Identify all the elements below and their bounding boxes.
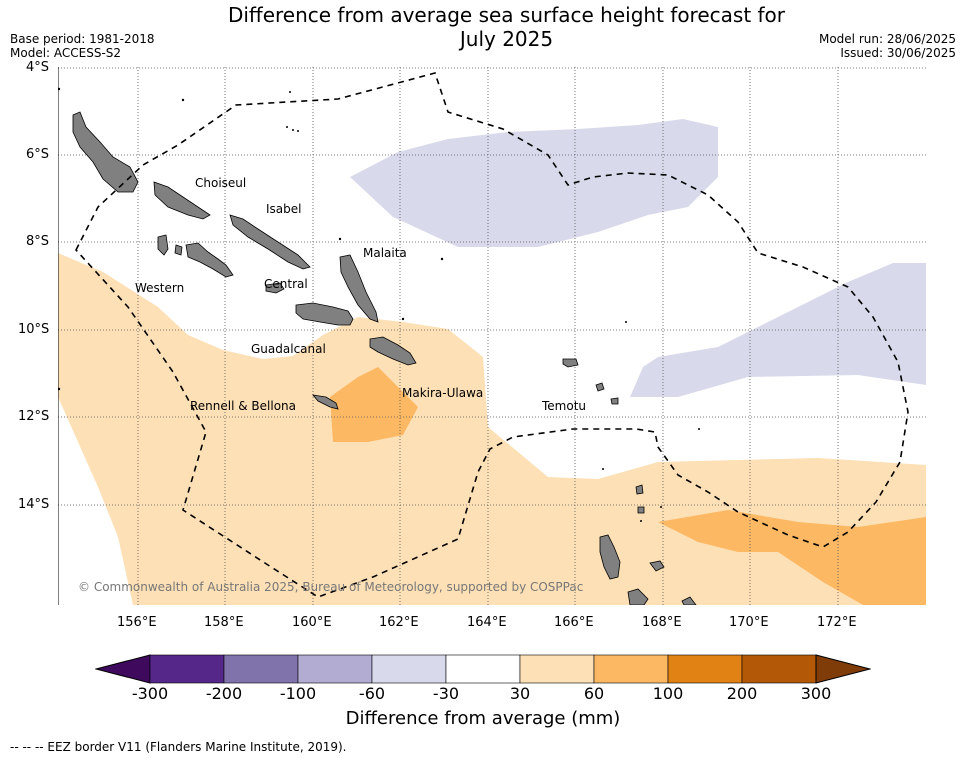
island-small-1 [595,382,605,392]
anomaly-area-60-100-central [330,367,418,442]
label-rennell-bellona: Rennell & Bellona [190,399,297,413]
island-malaita [339,254,379,323]
anomaly-area-neg-north [350,119,718,247]
label-guadalcanal: Guadalcanal [251,342,326,356]
colorbar-swatch-8 [741,654,817,684]
colorbar-swatch-4 [445,654,521,684]
colorbar-swatch-0 [149,654,225,684]
island-bougainville [72,111,139,193]
lon-tick-172e: 172°E [817,615,857,630]
lat-tick-6s: 6°S [26,147,50,162]
graticule [58,67,926,605]
lon-tick-158e: 158°E [204,615,244,630]
island-santa-cruz [562,358,579,368]
label-makira-ulawa: Makira-Ulawa [402,386,484,400]
island-vanuatu-a [599,534,621,580]
cb-label-5: 30 [509,684,531,703]
label-isabel: Isabel [266,202,302,216]
label-central: Central [264,277,308,291]
issued-date: Issued: 30/06/2025 [840,46,956,60]
island-vanuatu-d [681,596,697,605]
lon-tick-166e: 166°E [554,615,594,630]
cb-label-7: 100 [652,684,684,703]
cb-label-9: 300 [800,684,832,703]
label-temotu: Temotu [542,399,587,413]
eez-legend-note: -- -- -- EEZ border V11 (Flanders Marine… [10,740,347,754]
island-vanuatu-c [649,560,665,572]
cb-label-1: -200 [205,684,243,703]
colorbar-title: Difference from average (mm) [345,708,621,729]
lat-tick-8s: 8°S [26,234,50,249]
lat-tick-12s: 12°S [18,409,50,424]
colorbar-swatch-7 [667,654,743,684]
cb-label-0: -300 [131,684,169,703]
colorbar-extend-over [815,654,871,684]
map-panel: Choiseul Isabel Malaita Western Central … [58,67,926,605]
cb-label-8: 200 [726,684,758,703]
colorbar-swatch-5 [519,654,595,684]
cb-label-4: -30 [432,684,460,703]
colorbar [95,654,871,684]
anomaly-area-60-100-southeast [658,510,926,605]
island-makira [369,336,417,366]
title-line-1: Difference from average sea surface heig… [227,3,786,27]
cb-label-6: 60 [583,684,605,703]
lat-tick-4s: 4°S [26,60,50,75]
island-vanuatu-b [627,588,649,605]
label-choiseul: Choiseul [195,176,247,190]
label-western: Western [135,281,185,295]
lon-tick-162e: 162°E [379,615,419,630]
model-name: Model: ACCESS-S2 [10,46,122,60]
model-run: Model run: 28/06/2025 [818,32,956,46]
lat-tick-14s: 14°S [18,497,50,512]
island-guadalcanal [295,302,354,326]
colorbar-extend-under [95,654,151,684]
lon-tick-170e: 170°E [729,615,769,630]
colorbar-swatch-3 [371,654,447,684]
eez-border [75,72,909,598]
base-period: Base period: 1981-2018 [10,32,155,46]
lon-tick-156e: 156°E [117,615,157,630]
colorbar-swatch-6 [593,654,669,684]
small-islets [58,87,700,522]
island-small-2 [610,397,619,405]
title-line-2: July 2025 [459,27,554,51]
cb-label-3: -60 [358,684,386,703]
cb-label-2: -100 [279,684,317,703]
island-russell [265,282,285,294]
label-malaita: Malaita [363,246,407,260]
colorbar-swatch-2 [297,654,373,684]
lon-tick-168e: 168°E [642,615,682,630]
island-new-georgia [174,244,183,256]
lat-tick-10s: 10°S [18,322,50,337]
island-small-3 [635,484,644,495]
colorbar-swatch-1 [223,654,299,684]
island-western-b [185,242,234,278]
island-rennell [312,394,339,410]
copyright-credit: © Commonwealth of Australia 2025, Bureau… [78,580,584,594]
island-isabel [229,214,311,270]
island-choiseul [153,181,211,220]
colorbar-swatches [95,654,871,684]
lon-tick-164e: 164°E [467,615,507,630]
lon-tick-160e: 160°E [292,615,332,630]
island-western-a [157,234,169,256]
map-canvas [58,67,926,605]
island-small-4 [637,506,645,514]
land-masses [72,111,697,605]
